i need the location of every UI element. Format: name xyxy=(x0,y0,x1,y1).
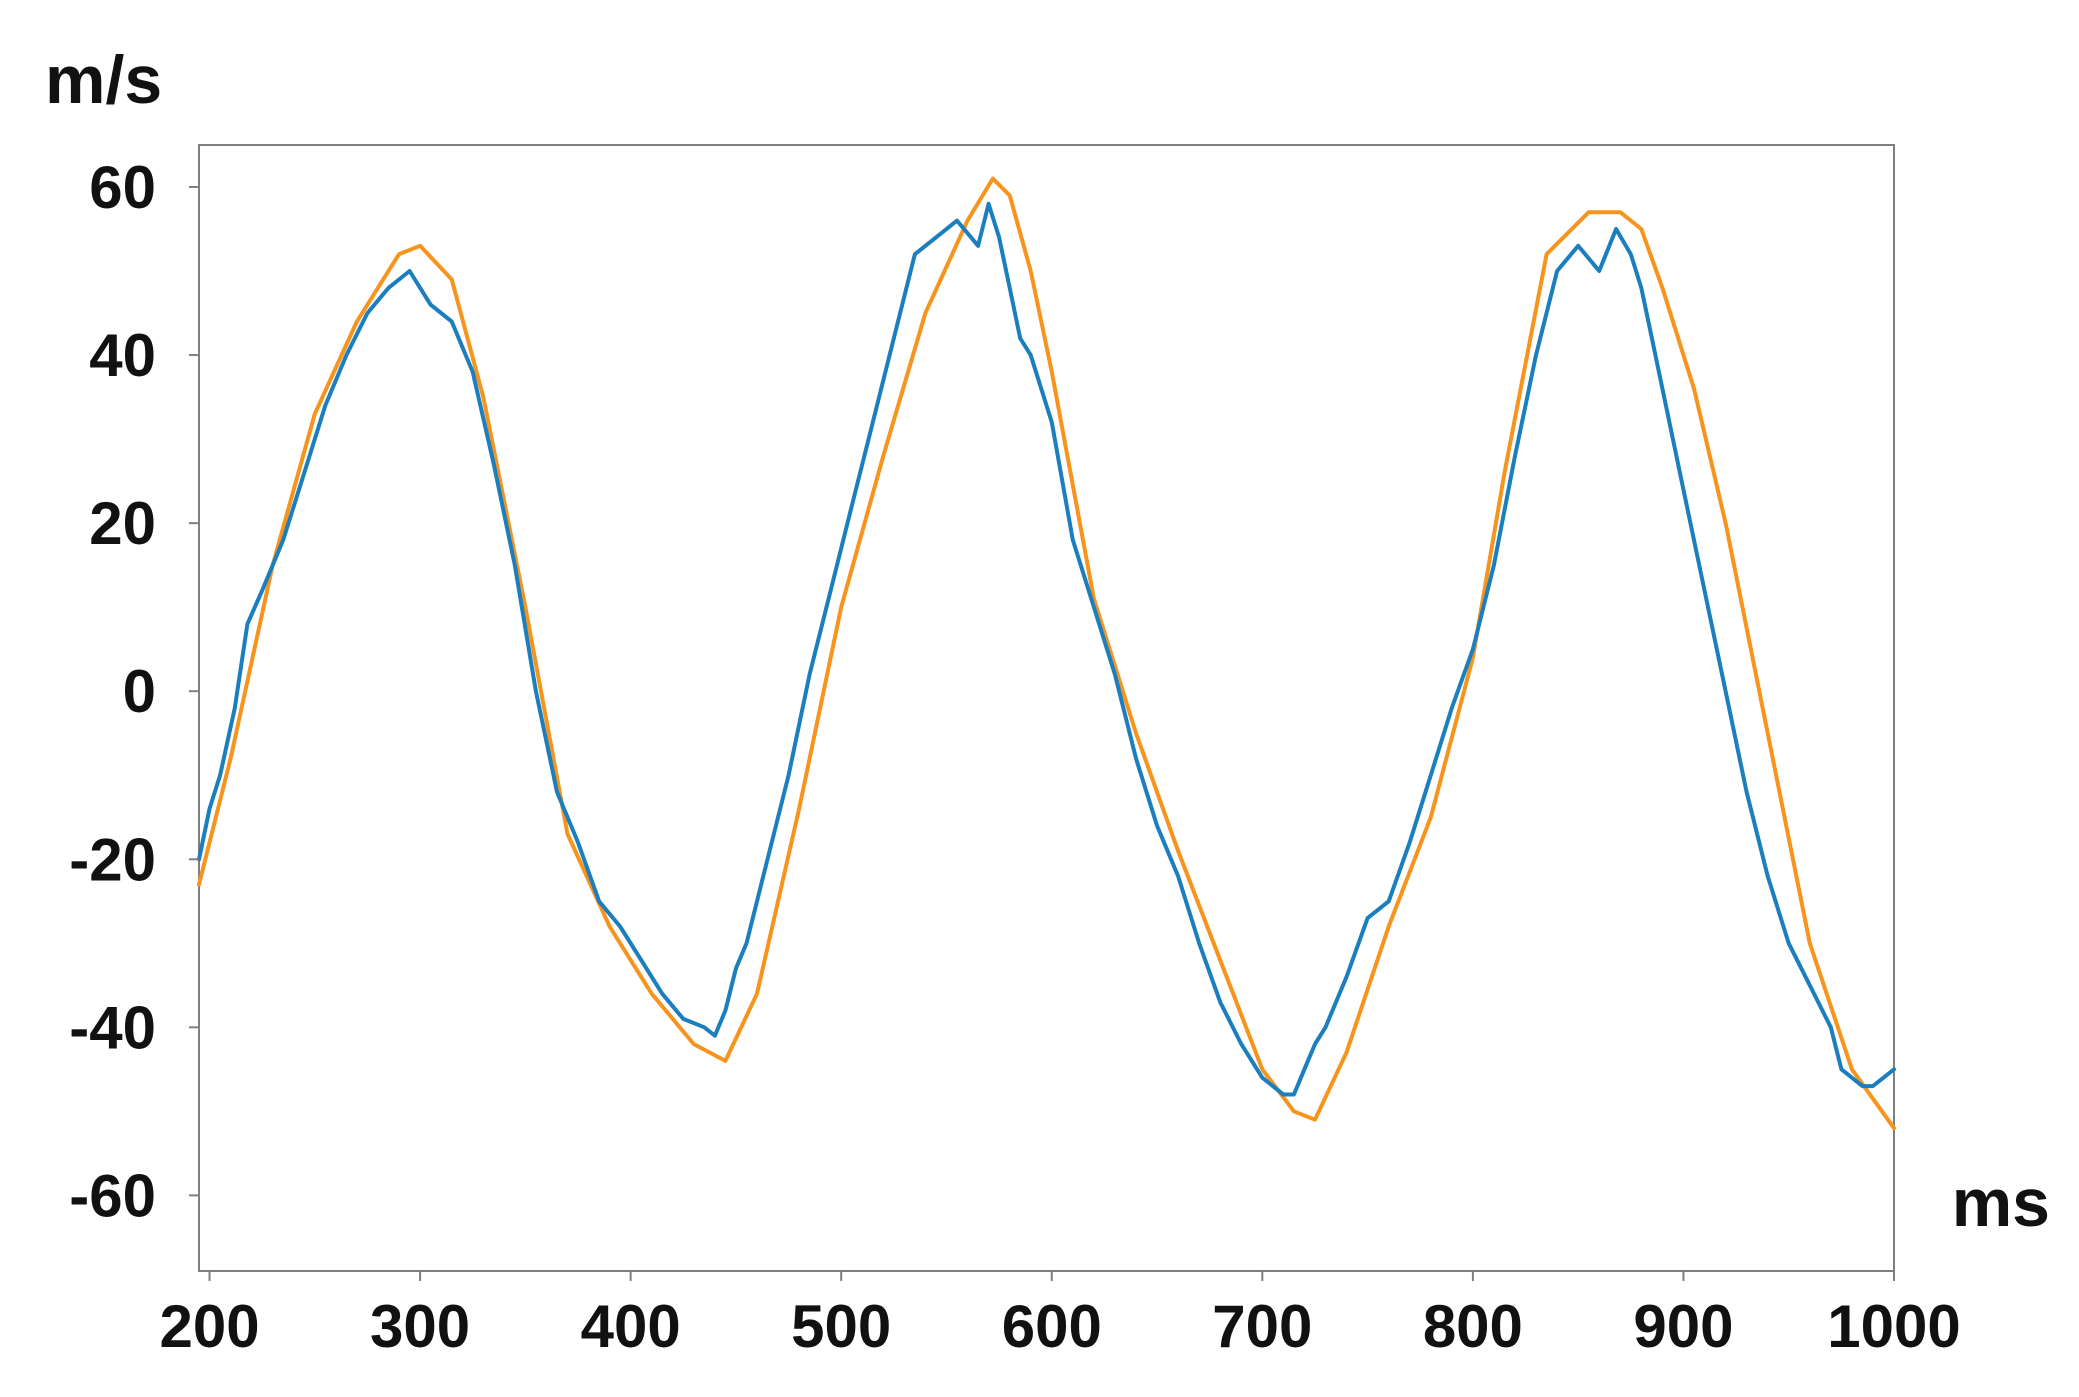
y-axis-label: m/s xyxy=(45,42,162,118)
y-tick-label: 0 xyxy=(123,658,156,725)
plot-area-frame xyxy=(198,144,1895,1272)
x-tick-label: 1000 xyxy=(1827,1293,1960,1360)
y-tick-label: -20 xyxy=(69,826,156,893)
x-axis-label: ms xyxy=(1952,1165,2050,1241)
x-tick-label: 900 xyxy=(1633,1293,1733,1360)
x-tick-label: 200 xyxy=(159,1293,259,1360)
x-tick-label: 700 xyxy=(1212,1293,1312,1360)
y-tick-label: 40 xyxy=(89,322,156,389)
x-tick-label: 300 xyxy=(370,1293,470,1360)
x-tick-label: 400 xyxy=(581,1293,681,1360)
y-tick-label: -40 xyxy=(69,994,156,1061)
y-tick-label: 60 xyxy=(89,154,156,221)
x-axis-ticks: 200 300 400 500 600 700 800 900 1000 xyxy=(159,1271,1961,1360)
series-line-1 xyxy=(197,176,1896,1131)
y-axis-ticks: 60 40 20 0 -20 -40 -60 xyxy=(69,154,199,1229)
series-layer xyxy=(197,176,1896,1131)
series-line-2 xyxy=(197,201,1896,1097)
x-tick-label: 600 xyxy=(1002,1293,1102,1360)
y-tick-label: 20 xyxy=(89,490,156,557)
x-tick-label: 800 xyxy=(1423,1293,1523,1360)
y-tick-label: -60 xyxy=(69,1162,156,1229)
x-tick-label: 500 xyxy=(791,1293,891,1360)
